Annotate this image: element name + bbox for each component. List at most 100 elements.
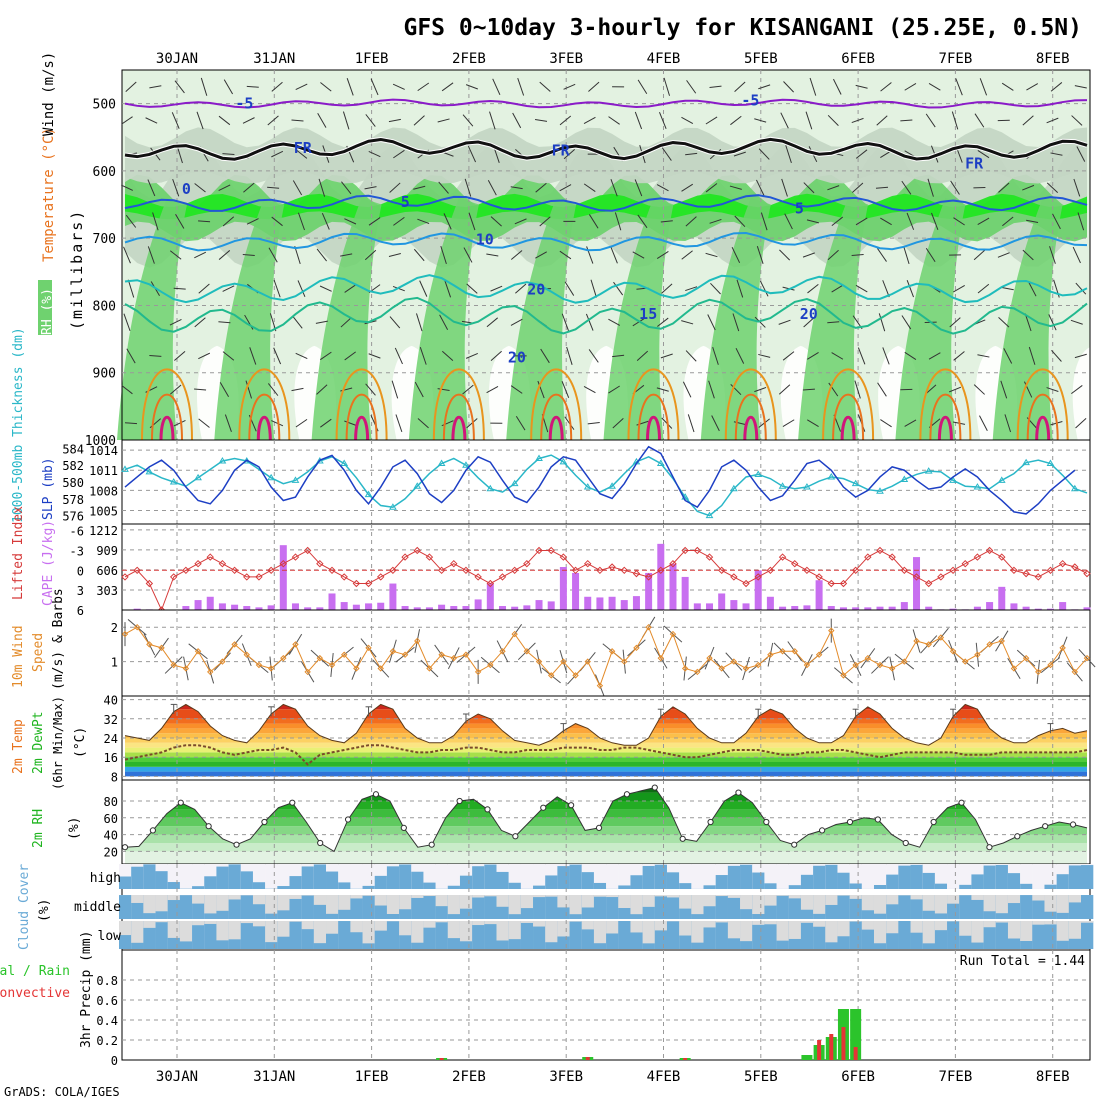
wind-barb [953, 351, 965, 361]
cloud-gap [606, 921, 619, 934]
cloud-cell [606, 864, 619, 889]
lifted-index-label: Lifted Index [11, 506, 26, 600]
cape-bar [218, 603, 226, 610]
cloud-cell [119, 895, 132, 919]
thickness-point [1070, 484, 1079, 492]
wind-barb [242, 253, 255, 257]
wind10m-point [292, 641, 299, 648]
temp-band [125, 752, 1087, 758]
cloud-cover [898, 865, 911, 889]
cloud-gap [873, 921, 887, 944]
wind-barb [224, 414, 232, 432]
rh2m-point [819, 827, 826, 834]
wind-barb [827, 114, 839, 126]
thickness-point [291, 476, 300, 483]
wind-barb [291, 119, 304, 122]
cloud-cell [265, 864, 278, 889]
wind-barb [539, 81, 551, 92]
cloud-cover [849, 883, 862, 889]
rh2m-point [595, 824, 603, 831]
wind-barb [1074, 85, 1087, 89]
cloud-gap [362, 895, 375, 896]
precip-convective-bar [439, 1058, 444, 1060]
cloud-gap [301, 921, 314, 930]
cloud-gap [934, 921, 948, 931]
cape-bar [766, 596, 774, 610]
lifted-index-point [243, 573, 251, 581]
wind-barb [636, 350, 649, 362]
cloud-gap [654, 895, 668, 897]
wind-barb [1050, 152, 1063, 156]
wind-barb [1002, 216, 1014, 227]
cloud-cell [520, 864, 534, 889]
lifted-index-point [437, 566, 446, 575]
wind-barb [977, 217, 990, 226]
lifted-index-point [303, 546, 312, 555]
lifted-index-point [364, 579, 373, 588]
cloud-gap [630, 921, 643, 933]
wind-barb [610, 179, 618, 197]
wind-barb [294, 245, 301, 265]
wind-barb [194, 317, 206, 328]
wind-barb [590, 279, 597, 298]
thickness-point [510, 479, 519, 487]
thickness-point [608, 482, 616, 489]
wind-barb [149, 354, 162, 357]
slp-tick: 1011 [89, 464, 118, 478]
contour-label: 5 [795, 200, 804, 218]
wind10m-point [742, 665, 750, 672]
wind-barb [291, 387, 304, 392]
cloud-gap [922, 921, 935, 944]
temperature-contour [124, 194, 1088, 212]
lifted-index-point [961, 559, 969, 568]
cloud-gap [995, 895, 1009, 914]
wind-barb [1072, 246, 1081, 264]
cloud-cell [533, 895, 546, 919]
lifted-index-point [547, 546, 555, 555]
rh-plume [603, 197, 674, 440]
wind-barb [1076, 146, 1086, 162]
cape-bar [584, 596, 592, 610]
cape-bar [1083, 607, 1091, 610]
cape-bar [632, 596, 640, 610]
wind-barb [121, 116, 133, 125]
cloud-gap [752, 895, 765, 915]
wind-barb [271, 81, 283, 92]
lifted-index-point [571, 566, 580, 575]
cloud-cover [399, 864, 412, 889]
wind-barb [1000, 380, 1008, 399]
wind-barb [851, 117, 864, 124]
wind10m-point [511, 630, 518, 638]
wind-barb [510, 250, 523, 260]
wind-barb [583, 385, 596, 394]
cloud-gap [1007, 921, 1021, 939]
wind-tick: 1 [111, 656, 118, 670]
cape-bar [279, 545, 287, 610]
lifted-index-point [754, 573, 762, 581]
wind-barb [342, 111, 350, 130]
wind-barb [901, 180, 912, 195]
cloud-gap [593, 895, 607, 897]
wind10m-point [1071, 668, 1079, 676]
wind-barb [486, 317, 499, 328]
cape-bar [608, 596, 616, 610]
cloud-cover [484, 864, 497, 889]
wind-barb [391, 380, 399, 399]
wind-barb [780, 112, 789, 129]
wind-barb [246, 85, 259, 88]
wind-barb [340, 253, 353, 257]
lifted-index-point [596, 566, 604, 575]
wind-barb [779, 249, 791, 261]
wind-barb [1049, 246, 1056, 264]
wind-barb [147, 179, 156, 197]
rh2m-point [372, 791, 380, 798]
cloud-cover [204, 876, 217, 889]
wind-barb [685, 350, 697, 362]
panel-frame [121, 949, 1091, 1061]
wind-barb [973, 249, 986, 261]
lifted-index-point [255, 573, 263, 581]
rh-plume [311, 197, 382, 440]
cloud-cover [301, 866, 314, 889]
rh2m-point [1069, 821, 1077, 828]
cloud-cell [533, 864, 546, 889]
